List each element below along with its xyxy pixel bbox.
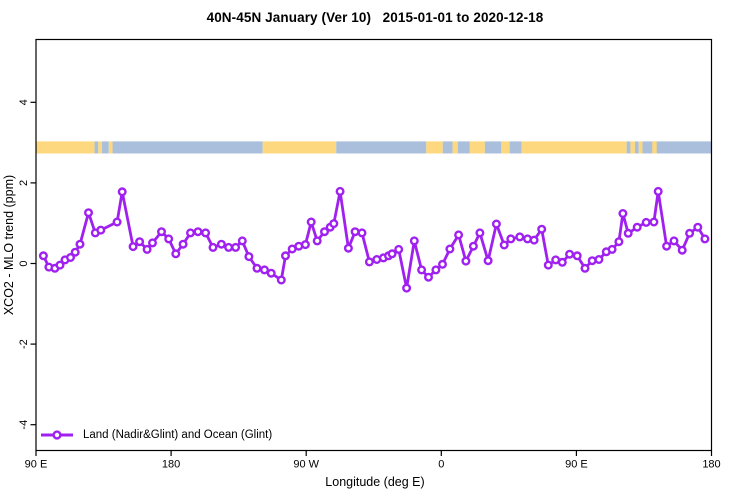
svg-text:90 E: 90 E xyxy=(25,459,48,471)
svg-text:180: 180 xyxy=(702,459,720,471)
svg-text:-4: -4 xyxy=(18,420,30,430)
svg-text:90 E: 90 E xyxy=(565,459,588,471)
x-axis-label: Longitude (deg E) xyxy=(325,475,425,489)
svg-text:-2: -2 xyxy=(18,339,30,349)
svg-text:4: 4 xyxy=(18,99,30,105)
svg-text:0: 0 xyxy=(438,459,444,471)
svg-text:0: 0 xyxy=(18,260,30,266)
chart-title: 40N-45N January (Ver 10) 2015-01-01 to 2… xyxy=(206,10,544,25)
svg-text:90 W: 90 W xyxy=(293,459,319,471)
legend-marker-icon xyxy=(41,430,73,440)
legend: Land (Nadir&Glint) and Ocean (Glint) xyxy=(40,429,272,441)
svg-text:2: 2 xyxy=(18,180,30,186)
legend-label: Land (Nadir&Glint) and Ocean (Glint) xyxy=(83,429,273,441)
y-axis-label: XCO2 - MLO trend (ppm) xyxy=(2,174,16,316)
svg-text:180: 180 xyxy=(162,459,180,471)
